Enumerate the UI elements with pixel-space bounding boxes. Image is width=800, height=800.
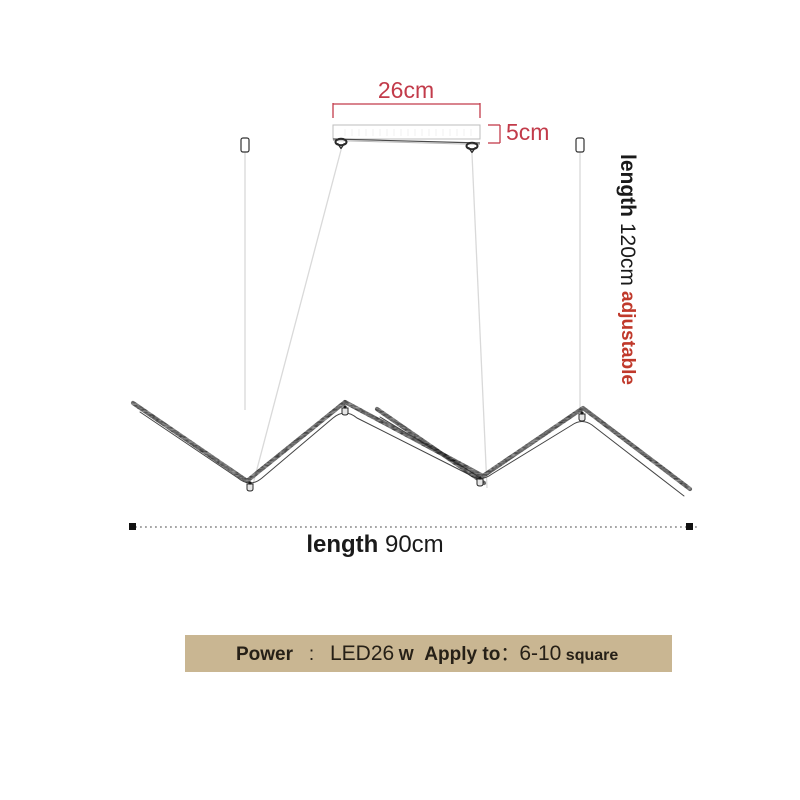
svg-text:26cm: 26cm xyxy=(378,77,434,103)
svg-text:5cm: 5cm xyxy=(506,119,549,145)
svg-text:adjustable: adjustable xyxy=(617,291,638,385)
svg-text:length 90cm: length 90cm xyxy=(306,531,443,558)
svg-text:length 120cm: length 120cm xyxy=(616,154,639,286)
svg-text:Power : LED26 W Apply to：: Power : LED26 W Apply to：6-10 square xyxy=(236,642,618,665)
